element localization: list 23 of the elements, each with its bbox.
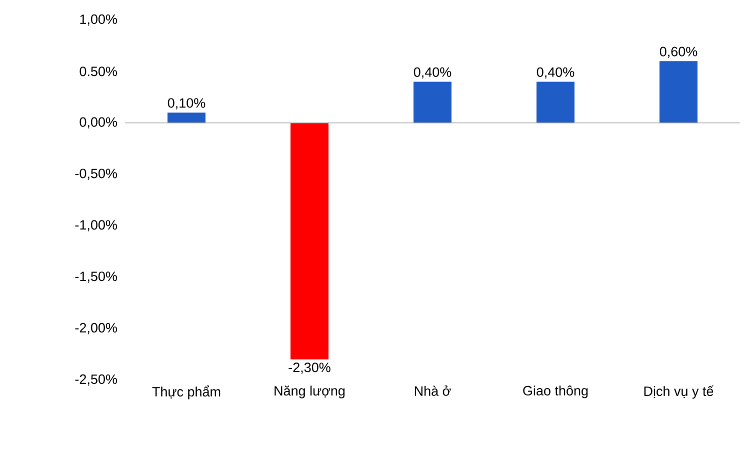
x-tick-label: Dịch vụ y tế bbox=[644, 386, 714, 399]
x-tick-label: Năng lượng bbox=[274, 386, 345, 398]
data-label: 0,10% bbox=[168, 98, 206, 110]
bar bbox=[290, 122, 328, 360]
y-tick-label: 0,00% bbox=[80, 117, 117, 128]
y-tick-label: 0.50% bbox=[80, 66, 117, 76]
y-tick-label: -0,50% bbox=[75, 168, 117, 180]
data-label: 0,40% bbox=[414, 67, 452, 79]
x-tick-label: Thực phẩm bbox=[152, 386, 220, 400]
bar bbox=[168, 112, 206, 123]
y-tick-label: -1,50% bbox=[75, 272, 117, 283]
bar bbox=[536, 82, 575, 123]
bar bbox=[414, 82, 452, 123]
data-label: 0,40% bbox=[536, 67, 574, 79]
y-tick-label: -2,50% bbox=[75, 374, 117, 386]
data-label: 0,60% bbox=[660, 46, 698, 58]
bar bbox=[660, 61, 698, 123]
y-tick-label: 1,00% bbox=[80, 14, 117, 26]
x-tick-label: Nhà ở bbox=[414, 386, 451, 396]
data-label: -2,30% bbox=[288, 362, 330, 374]
y-tick-label: -2,00% bbox=[75, 323, 117, 334]
x-tick-label: Giao thông bbox=[523, 386, 588, 398]
y-tick-label: -1,00% bbox=[75, 220, 117, 232]
